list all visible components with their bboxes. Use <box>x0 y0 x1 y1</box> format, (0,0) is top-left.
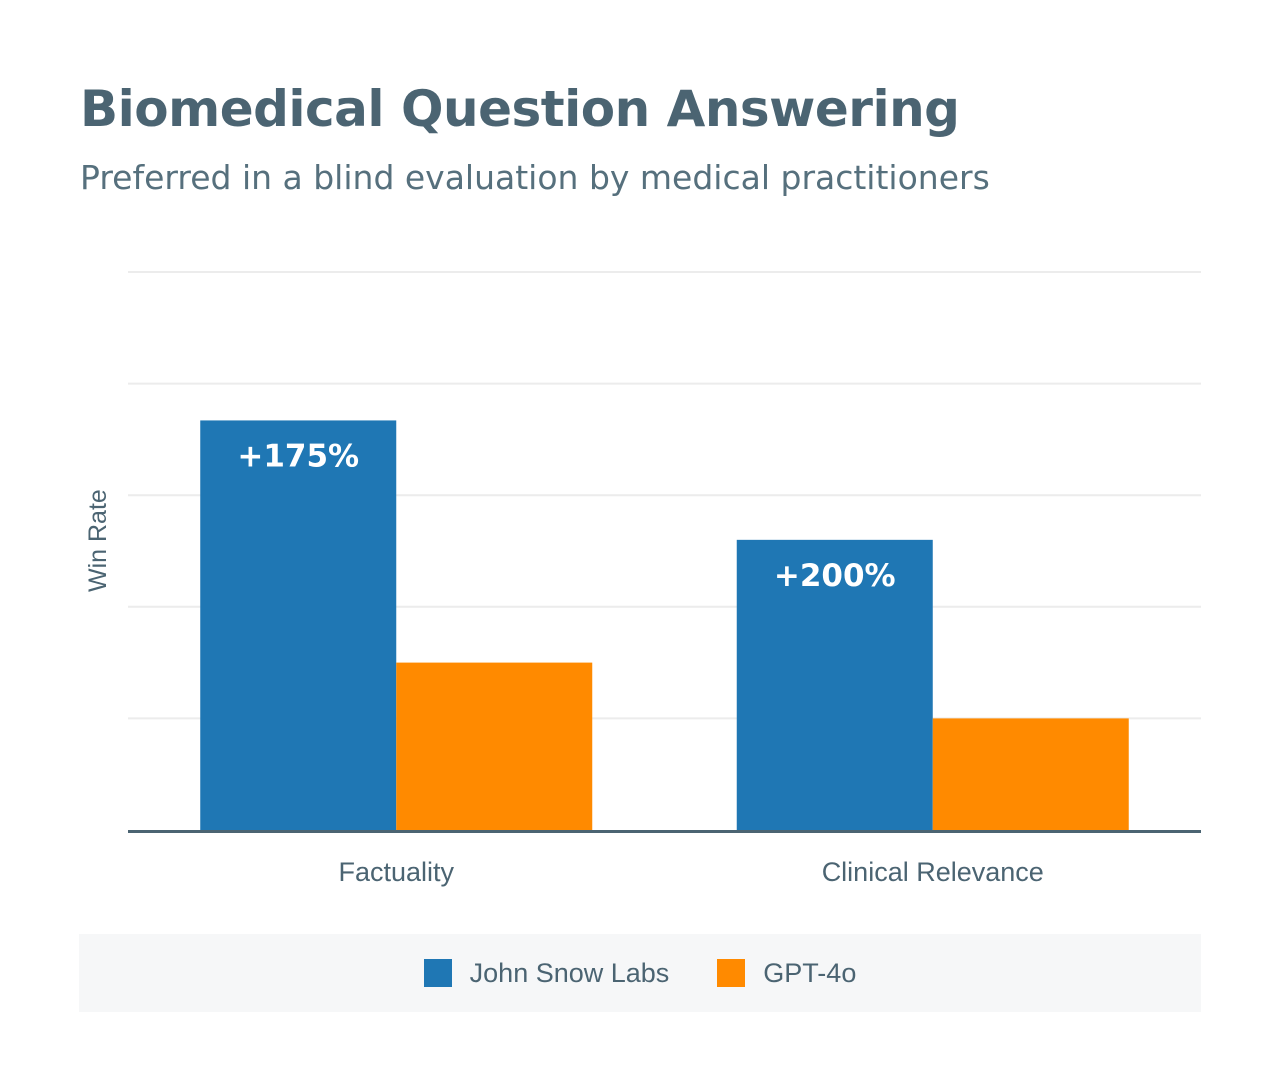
bar-data-label: +200% <box>774 558 896 594</box>
y-axis-label: Win Rate <box>84 489 112 592</box>
bar-gpt-4o <box>396 662 593 830</box>
chart-title: Biomedical Question Answering <box>80 80 960 138</box>
bar-data-label: +175% <box>237 438 359 474</box>
bar-john-snow-labs <box>736 539 933 830</box>
bar-gpt-4o <box>932 718 1129 830</box>
legend-item-john-snow-labs: John Snow Labs <box>423 957 670 989</box>
bar-john-snow-labs <box>200 420 397 830</box>
legend: John Snow Labs GPT-4o <box>79 934 1201 1012</box>
legend-swatch-john-snow-labs <box>423 959 452 987</box>
legend-label-gpt-4o: GPT-4o <box>763 957 857 988</box>
x-tick-label: Factuality <box>338 857 454 887</box>
x-tick-label: Clinical Relevance <box>822 857 1044 887</box>
legend-label-john-snow-labs: John Snow Labs <box>469 957 670 988</box>
chart-subtitle: Preferred in a blind evaluation by medic… <box>80 158 990 197</box>
bar-chart: +175% Factuality +200% Clinical Relevance <box>128 271 1201 887</box>
legend-item-gpt-4o: GPT-4o <box>717 958 856 989</box>
legend-swatch-gpt-4o <box>717 959 746 987</box>
